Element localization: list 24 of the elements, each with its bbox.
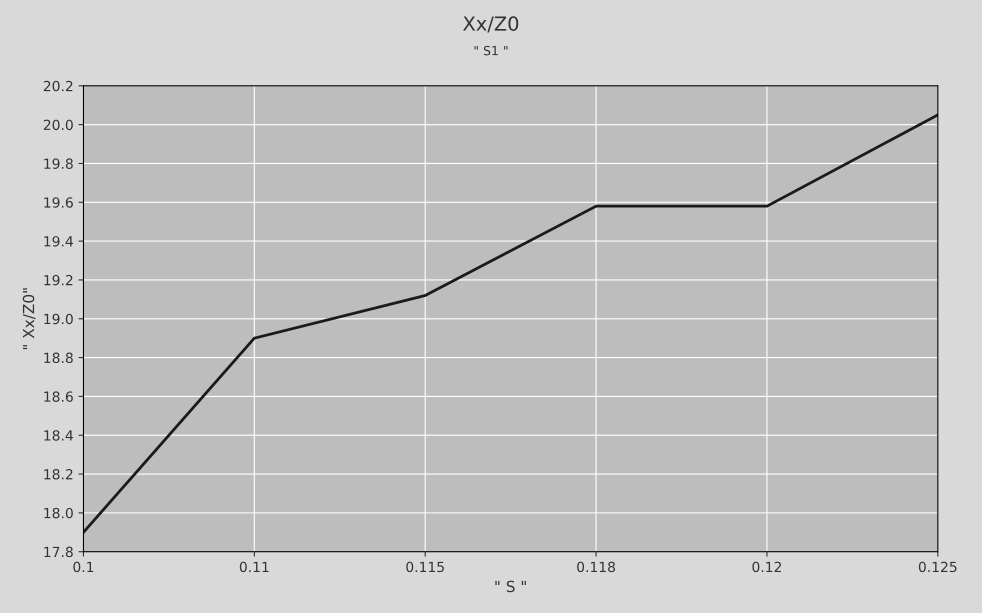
x-tick-label: 0.1 xyxy=(73,562,94,572)
y-tick-label: 19.8 xyxy=(44,158,73,169)
y-tick-label: 18.0 xyxy=(44,508,73,518)
y-axis-title: " Xx/Z0" xyxy=(22,288,36,350)
x-tick-label: 0.11 xyxy=(240,562,269,572)
y-tick-label: 20.2 xyxy=(44,80,72,92)
y-tick-label: 19.4 xyxy=(44,236,73,247)
y-tick-label: 18.2 xyxy=(44,469,72,480)
y-tick-label: 19.6 xyxy=(44,197,73,208)
x-tick-label: 0.125 xyxy=(918,562,956,572)
y-tick-label: 17.8 xyxy=(44,546,73,558)
y-tick-label: 18.4 xyxy=(44,430,73,441)
line-series xyxy=(83,114,938,534)
y-tick-label: 19.2 xyxy=(44,274,72,286)
y-tick-label: 19.0 xyxy=(44,314,73,324)
y-tick-label: 20.0 xyxy=(44,120,73,130)
y-tick-label: 18.6 xyxy=(44,391,73,402)
chart-title: Xx/Z0 xyxy=(463,16,518,32)
x-tick-label: 0.12 xyxy=(752,562,782,572)
x-tick-label: 0.118 xyxy=(577,562,616,572)
chart-subtitle: " S1 " xyxy=(474,46,508,56)
x-axis-title: " S " xyxy=(495,580,526,592)
x-tick-label: 0.115 xyxy=(406,562,444,572)
y-tick-label: 18.8 xyxy=(44,352,73,364)
